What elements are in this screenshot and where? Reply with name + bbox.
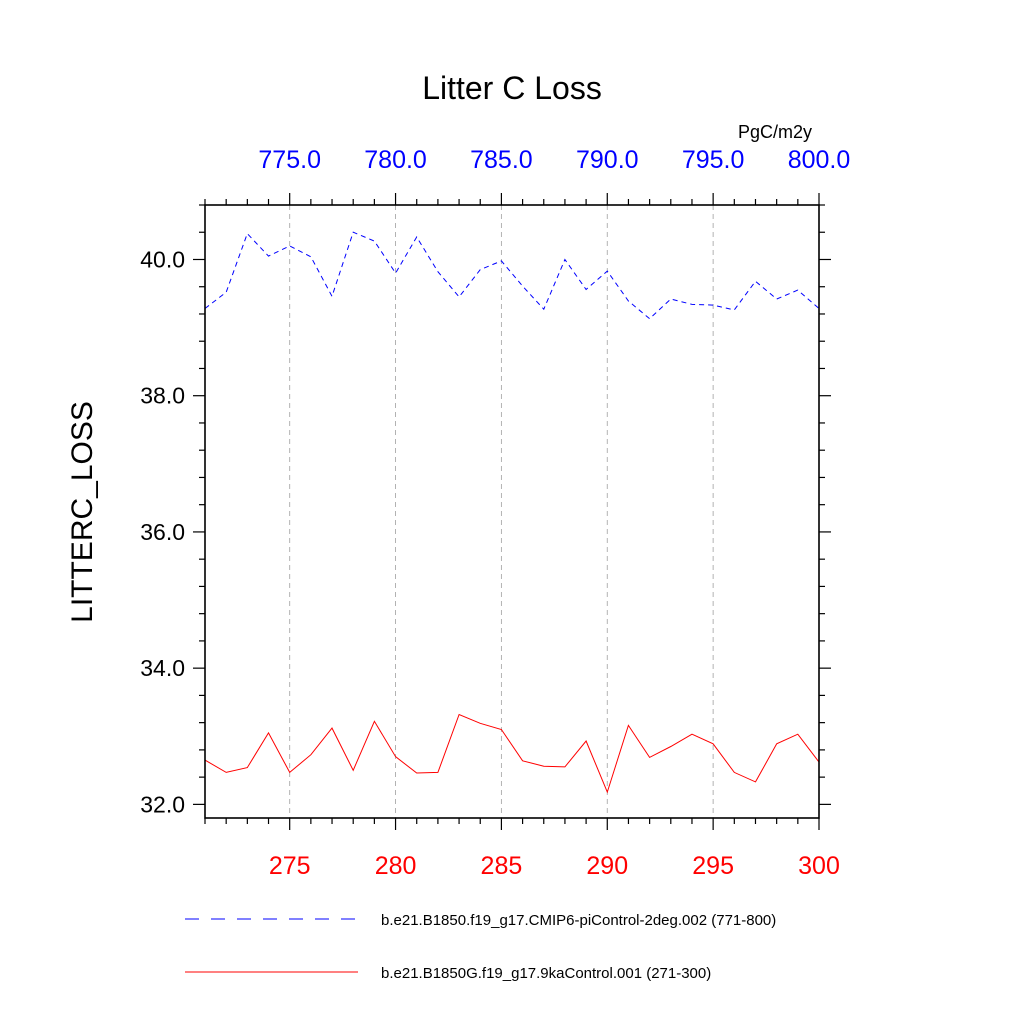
axis-ticks: [193, 193, 831, 830]
x-top-tick-label: 785.0: [470, 146, 533, 174]
y-tick-label: 32.0: [140, 791, 185, 817]
grid-lines: [289, 205, 820, 818]
legend: b.e21.B1850.f19_g17.CMIP6-piControl-2deg…: [185, 912, 776, 982]
units-label: PgC/m2y: [738, 122, 812, 142]
x-bottom-tick-label: 285: [481, 852, 523, 880]
tick-labels: 32.0 34.0 36.0 38.0 40.0 275 280 285 290 295 300 77…: [140, 146, 850, 880]
x-top-tick-label: 790.0: [576, 146, 639, 174]
x-top-tick-label: 780.0: [364, 146, 427, 174]
y-tick-label: 34.0: [140, 655, 185, 681]
x-bottom-tick-label: 300: [798, 852, 840, 880]
legend-label: b.e21.B1850.f19_g17.CMIP6-piControl-2deg…: [381, 912, 776, 929]
y-tick-label: 40.0: [140, 246, 185, 272]
x-bottom-tick-label: 280: [375, 852, 417, 880]
x-bottom-tick-label: 295: [692, 852, 734, 880]
chart-title: Litter C Loss: [422, 70, 602, 106]
x-top-tick-label: 775.0: [258, 146, 321, 174]
series-lines: [204, 231, 820, 794]
y-tick-label: 38.0: [140, 383, 185, 409]
plot-frame: [204, 204, 820, 819]
y-axis-label: LITTERC_LOSS: [66, 401, 99, 623]
x-bottom-tick-label: 275: [269, 852, 311, 880]
series-line-9kacontrol: [204, 713, 820, 794]
x-top-tick-label: 795.0: [682, 146, 745, 174]
legend-label: b.e21.B1850G.f19_g17.9kaControl.001 (271…: [381, 965, 711, 982]
series-line-picontrol: [204, 231, 820, 320]
x-bottom-tick-label: 290: [586, 852, 628, 880]
x-top-tick-label: 800.0: [788, 146, 851, 174]
y-tick-label: 36.0: [140, 519, 185, 545]
